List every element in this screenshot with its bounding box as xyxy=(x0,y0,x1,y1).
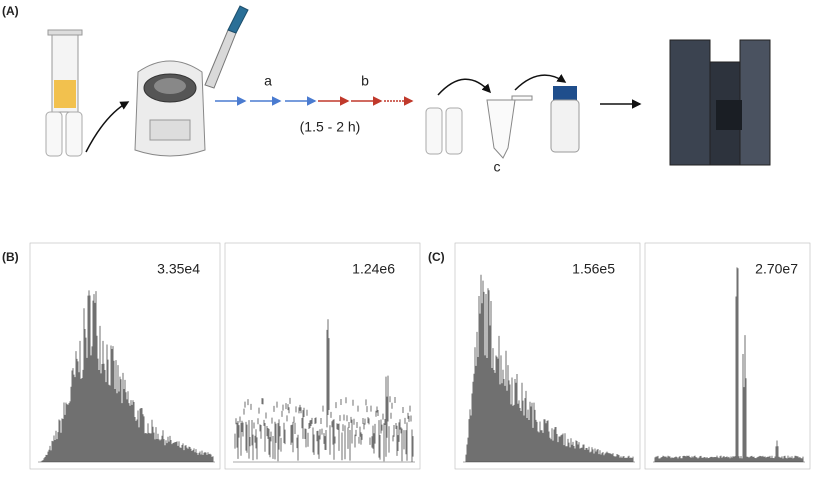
panel-label: (B) xyxy=(2,250,19,264)
step-label: c xyxy=(494,159,501,175)
spectrum-frame xyxy=(224,242,421,470)
step-label: a xyxy=(264,73,272,89)
vial xyxy=(550,86,580,153)
spin-column xyxy=(45,29,83,157)
flow-arrow xyxy=(437,78,492,96)
collection-tubes xyxy=(425,107,463,155)
spectrum-frame xyxy=(29,242,221,470)
microtube-cap xyxy=(511,95,533,101)
flow-arrow xyxy=(514,74,567,91)
microtube xyxy=(486,99,516,159)
intensity-label: 1.56e5 xyxy=(572,261,615,277)
spectrum-trace xyxy=(234,319,414,462)
lc-ms-instrument xyxy=(669,39,771,166)
spectrum-trace xyxy=(654,267,804,462)
panel-label: (C) xyxy=(428,250,445,264)
step-label: b xyxy=(361,73,369,89)
spectrum-frame xyxy=(644,242,811,470)
intensity-label: 3.35e4 xyxy=(157,261,200,277)
spectra xyxy=(29,242,811,470)
spectrum-frame xyxy=(454,242,641,470)
centrifuge xyxy=(134,60,206,157)
flow-arrow xyxy=(85,101,130,153)
spectrum-trace xyxy=(40,290,214,462)
spectrum-trace xyxy=(465,274,634,462)
duration-label: (1.5 - 2 h) xyxy=(300,119,361,135)
intensity-label: 2.70e7 xyxy=(755,261,798,277)
panel-label: (A) xyxy=(2,4,19,18)
pipette xyxy=(204,5,249,89)
intensity-label: 1.24e6 xyxy=(352,261,395,277)
